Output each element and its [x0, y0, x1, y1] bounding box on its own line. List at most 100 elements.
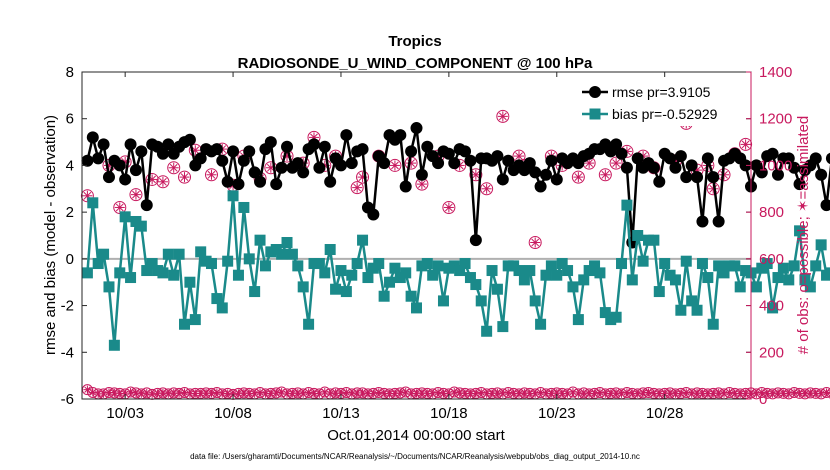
bias-point	[610, 311, 622, 323]
rmse-point	[232, 178, 245, 191]
bias-point	[184, 276, 196, 288]
rmse-point	[815, 168, 828, 181]
bias-point	[346, 269, 358, 281]
bias-point	[135, 220, 147, 232]
bias-point	[632, 230, 644, 241]
rmse-point	[86, 131, 99, 144]
bias-point	[626, 274, 638, 286]
bias-point	[421, 258, 433, 270]
rmse-point	[324, 175, 337, 188]
bias-point	[535, 318, 547, 330]
bias-point	[405, 290, 417, 302]
rmse-point	[825, 152, 830, 165]
obs-assimilated-point	[82, 190, 93, 201]
bias-point	[481, 325, 493, 337]
bias-point	[227, 190, 239, 202]
bias-point	[594, 267, 606, 279]
right-tick-label: 800	[759, 204, 784, 221]
rmse-point	[81, 154, 94, 167]
right-axis: 1400 1200 1000 800 600 400 200 0	[746, 64, 792, 408]
bias-point	[157, 267, 169, 279]
rmse-point	[221, 175, 234, 188]
bias-point	[551, 269, 563, 281]
bias-point	[114, 267, 126, 279]
rmse-point	[394, 129, 407, 142]
rmse-point	[647, 161, 660, 174]
bias-point	[292, 260, 304, 272]
obs-assimilated-point	[611, 158, 622, 169]
bias-point	[686, 295, 698, 307]
bias-point	[87, 197, 99, 209]
right-tick-label: 400	[759, 298, 784, 315]
bias-point	[432, 260, 444, 272]
bias-point	[168, 269, 180, 281]
x-tick-label: 10/28	[646, 405, 684, 422]
chart-subtitle: RADIOSONDE_U_WIND_COMPONENT @ 100 hPa	[238, 55, 593, 72]
rmse-point	[124, 138, 137, 151]
obs-assimilated-stroke	[169, 163, 178, 172]
bias-point	[319, 267, 331, 279]
bias-point	[567, 281, 579, 293]
left-tick-label: -6	[61, 391, 74, 408]
left-axis: 8 6 4 2 0 -2 -4 -6	[61, 64, 751, 408]
obs-assimilated-point	[514, 151, 525, 162]
bias-point	[616, 258, 628, 270]
bias-point	[125, 272, 137, 284]
bias-point	[648, 234, 660, 246]
obs-assimilated-point	[497, 111, 508, 122]
bias-point	[362, 272, 374, 284]
left-tick-label: 2	[66, 204, 74, 221]
left-tick-label: -4	[61, 344, 74, 361]
rmse-point	[707, 171, 720, 184]
obs-possible-point	[469, 168, 483, 182]
rmse-point	[415, 168, 428, 181]
obs-assimilated-stroke	[353, 183, 362, 192]
rmse-point	[755, 166, 768, 179]
obs-assimilated-stroke	[207, 170, 216, 179]
bias-point	[437, 295, 449, 307]
rmse-point	[712, 215, 725, 228]
bias-point	[788, 260, 800, 272]
bias-point	[524, 265, 536, 277]
bias-point	[572, 314, 584, 326]
bias-point	[259, 260, 271, 272]
bias-point	[459, 258, 471, 270]
rmse-point	[496, 173, 509, 186]
rmse-point	[448, 157, 461, 170]
rmse-point	[297, 166, 310, 179]
rmse-point	[782, 152, 795, 165]
right-tick-label: 0	[759, 391, 767, 408]
bias-point	[799, 274, 811, 286]
bias-point	[540, 269, 552, 281]
x-axis: 10/03 10/08 10/13 10/18 10/23 10/28	[106, 72, 683, 422]
bias-point	[189, 314, 201, 326]
bias-point	[373, 258, 385, 270]
bias-point	[276, 248, 288, 260]
rmse-point	[766, 147, 779, 160]
obs-assimilated-stroke	[471, 170, 480, 179]
bias-point	[81, 267, 93, 279]
obs-possible-point	[178, 170, 192, 184]
obs-assimilated-stroke	[418, 180, 426, 189]
bias-point	[378, 290, 390, 302]
bias-point	[351, 258, 363, 270]
rmse-point	[135, 145, 148, 158]
obs-assimilated-stroke	[132, 190, 140, 199]
obs-possible-point	[356, 170, 370, 184]
bias-point	[340, 286, 352, 298]
bias-point	[578, 274, 590, 286]
x-tick-label: 10/03	[106, 405, 144, 422]
rmse-point	[270, 178, 283, 191]
bias-point	[249, 286, 261, 298]
legend-bias-marker	[589, 108, 601, 120]
rmse-point	[421, 140, 434, 153]
rmse-point	[275, 161, 288, 174]
bias-point	[211, 293, 223, 305]
bias-point	[826, 267, 830, 279]
obs-assimilated-point	[416, 179, 427, 190]
rmse-point	[183, 133, 196, 146]
left-tick-label: 0	[66, 251, 74, 268]
rmse-point	[469, 234, 482, 247]
bias-point	[286, 248, 298, 260]
right-tick-label: 1400	[759, 64, 792, 81]
